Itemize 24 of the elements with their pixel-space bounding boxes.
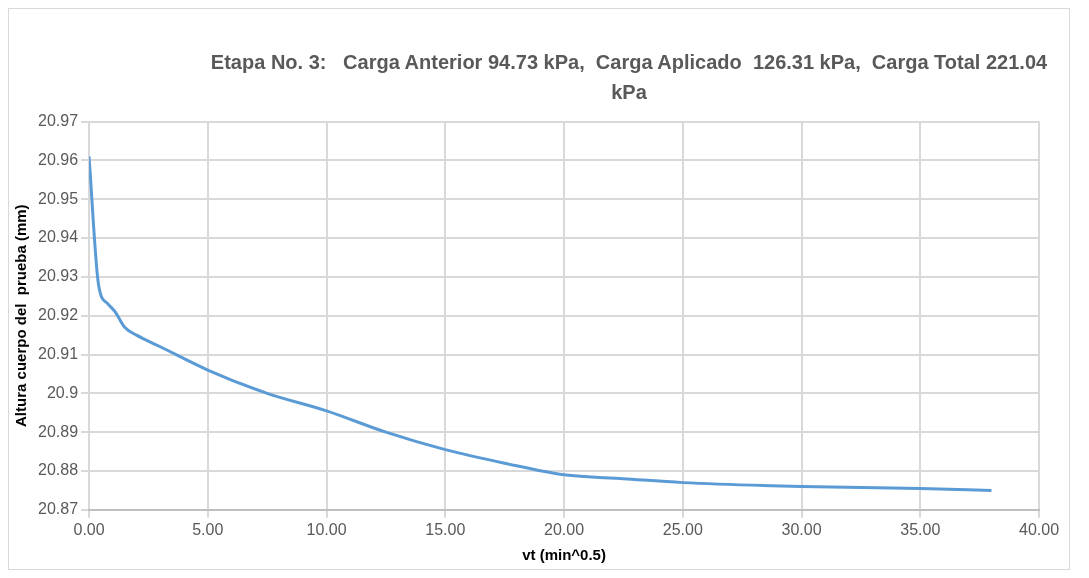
y-tick-label: 20.87 (37, 500, 79, 518)
x-tick-label: 0.00 (73, 520, 105, 538)
y-axis-title: Altura cuerpo del prueba (mm) (12, 204, 30, 427)
y-tick-label: 20.9 (46, 383, 79, 401)
y-tick-label: 20.88 (37, 461, 79, 479)
y-tick-label: 20.89 (37, 422, 79, 440)
chart-title: Etapa No. 3: Carga Anterior 94.73 kPa, Carga Aplicado 126.31 kPa, Carga Total 221.04 kPa (209, 50, 1049, 105)
y-tick-label: 20.93 (37, 267, 79, 285)
x-tick-label: 5.00 (192, 520, 224, 538)
y-tick-label: 20.92 (37, 306, 79, 324)
x-tick-label: 15.00 (425, 520, 466, 538)
y-tick-label: 20.95 (37, 189, 79, 207)
x-tick-label: 35.00 (900, 520, 941, 538)
x-axis-title: vt (min^0.5) (522, 546, 606, 564)
x-tick-label: 25.00 (662, 520, 703, 538)
y-tick-label: 20.91 (37, 344, 79, 362)
x-tick-label: 30.00 (781, 520, 822, 538)
x-tick-label: 40.00 (1018, 520, 1060, 538)
y-tick-label: 20.94 (37, 228, 79, 246)
y-tick-label: 20.96 (37, 150, 79, 168)
line-series (89, 155, 993, 492)
x-tick-label: 10.00 (306, 520, 347, 538)
y-tick-label: 20.97 (37, 112, 79, 130)
x-tick-label: 20.00 (544, 520, 585, 538)
